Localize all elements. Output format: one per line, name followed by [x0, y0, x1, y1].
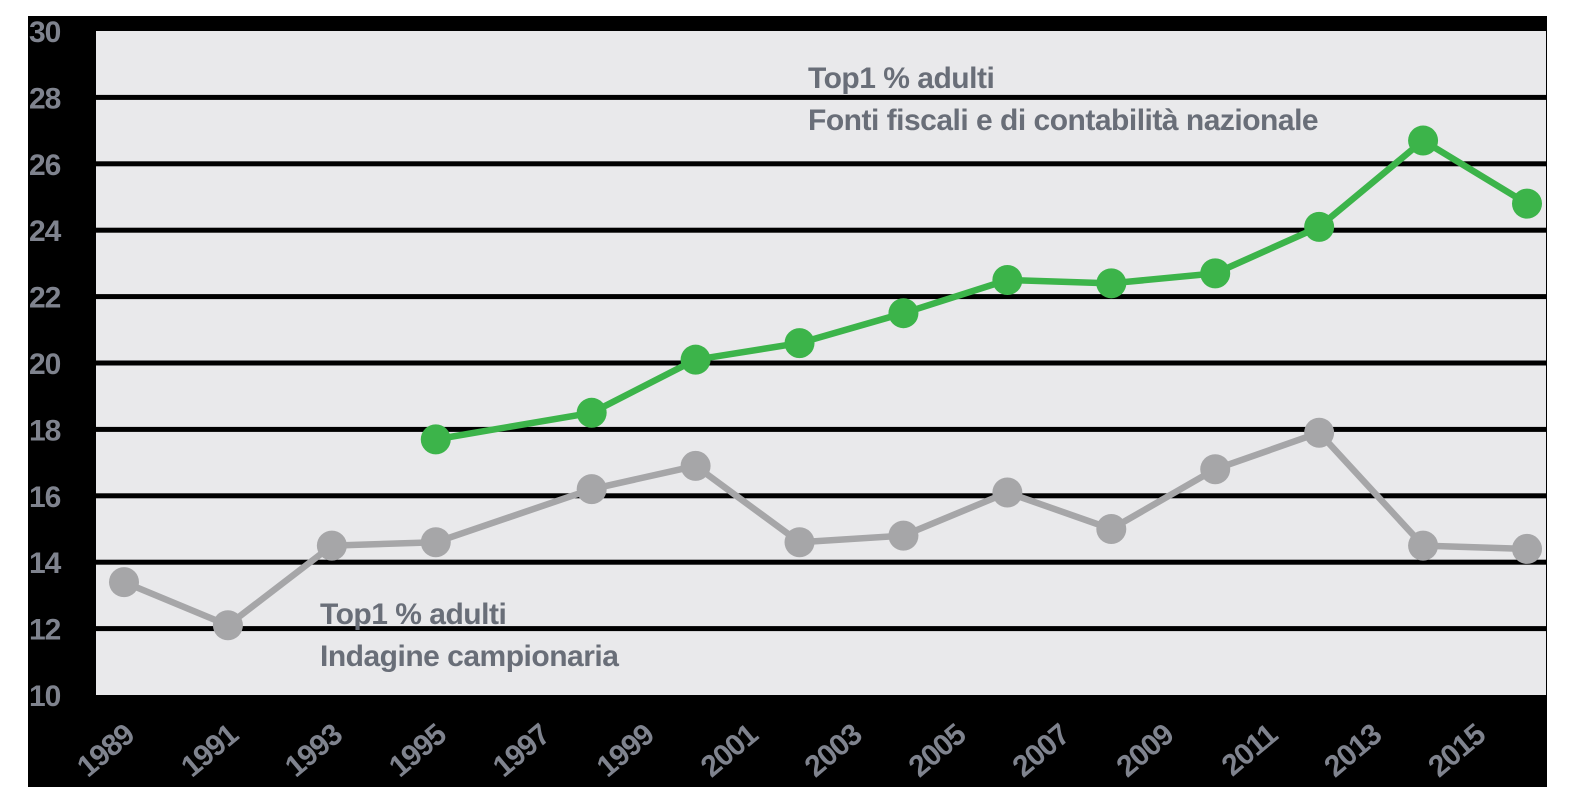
data-point-survey-1993	[316, 530, 347, 561]
gridline-y-28	[96, 94, 1546, 100]
y-tick-label-12: 12	[29, 614, 61, 647]
data-point-survey-2014	[1408, 530, 1439, 561]
gridline-y-22	[96, 294, 1546, 300]
data-point-survey-2002	[784, 527, 815, 558]
x-tick-label-1997: 1997	[487, 718, 557, 784]
data-point-survey-2006	[992, 477, 1023, 508]
gridline-y-20	[96, 360, 1546, 366]
series-line-survey	[120, 429, 1531, 629]
data-point-fiscal-2002	[784, 328, 815, 359]
data-point-fiscal-2000	[680, 344, 711, 375]
x-tick-label-2003: 2003	[799, 718, 869, 784]
gridline-y-12	[96, 626, 1546, 632]
data-point-fiscal-2014	[1408, 125, 1439, 156]
gridline-y-18	[96, 426, 1546, 432]
data-point-fiscal-2008	[1096, 268, 1127, 299]
gridline-y-14	[96, 559, 1546, 565]
y-tick-label-20: 20	[29, 348, 61, 381]
x-tick-label-1991: 1991	[175, 718, 245, 784]
gridline-y-16	[96, 493, 1546, 499]
data-point-survey-2000	[680, 450, 711, 481]
y-tick-label-14: 14	[29, 547, 62, 580]
data-point-survey-1995	[420, 527, 451, 558]
series-label-fiscal: Top1 % adulti Fonti fiscali e di contabi…	[808, 58, 1319, 142]
x-tick-label-2015: 2015	[1422, 718, 1492, 784]
y-tick-label-24: 24	[29, 215, 62, 248]
data-point-fiscal-2016	[1512, 188, 1543, 219]
x-tick-label-1993: 1993	[279, 718, 349, 784]
gridline-y-26	[96, 161, 1546, 167]
series-label-fiscal-line1: Top1 % adulti	[808, 62, 995, 95]
series-line-fiscal	[432, 137, 1531, 443]
x-tick-label-1999: 1999	[591, 718, 661, 784]
data-point-survey-2004	[888, 520, 919, 551]
data-point-fiscal-2004	[888, 298, 919, 329]
data-point-survey-2016	[1512, 533, 1543, 564]
series-label-survey-line1: Top1 % adulti	[320, 598, 507, 631]
data-point-survey-2010	[1200, 454, 1231, 485]
data-point-fiscal-1998	[576, 397, 607, 428]
data-point-fiscal-2012	[1304, 211, 1335, 242]
data-point-fiscal-2010	[1200, 258, 1231, 289]
series-label-survey-line2: Indagine campionaria	[320, 640, 619, 673]
y-tick-label-22: 22	[29, 282, 61, 315]
y-tick-label-18: 18	[29, 414, 61, 447]
data-point-survey-1991	[212, 610, 243, 641]
x-tick-label-2011: 2011	[1216, 718, 1284, 783]
x-tick-label-2009: 2009	[1110, 718, 1180, 784]
x-tick-label-2005: 2005	[903, 718, 973, 784]
y-tick-label-16: 16	[29, 481, 61, 514]
data-point-fiscal-1995	[420, 424, 451, 455]
y-tick-label-28: 28	[29, 82, 61, 115]
x-tick-label-1995: 1995	[383, 718, 453, 784]
series-label-fiscal-line2: Fonti fiscali e di contabilità nazionale	[808, 104, 1319, 137]
gridline-y-24	[96, 227, 1546, 233]
data-point-survey-2012	[1304, 417, 1335, 448]
data-point-survey-1989	[109, 567, 139, 598]
x-tick-label-2013: 2013	[1318, 718, 1388, 784]
data-point-survey-1998	[576, 474, 607, 505]
data-point-survey-2008	[1096, 514, 1127, 544]
x-tick-label-2001: 2001	[695, 718, 765, 784]
data-point-fiscal-2006	[992, 265, 1023, 295]
series-label-survey: Top1 % adulti Indagine campionaria	[320, 594, 619, 678]
x-tick-label-1989: 1989	[71, 718, 141, 784]
y-tick-label-30: 30	[29, 16, 61, 49]
y-tick-label-10: 10	[29, 680, 61, 713]
x-tick-label-2007: 2007	[1007, 718, 1077, 784]
y-tick-label-26: 26	[29, 149, 61, 182]
